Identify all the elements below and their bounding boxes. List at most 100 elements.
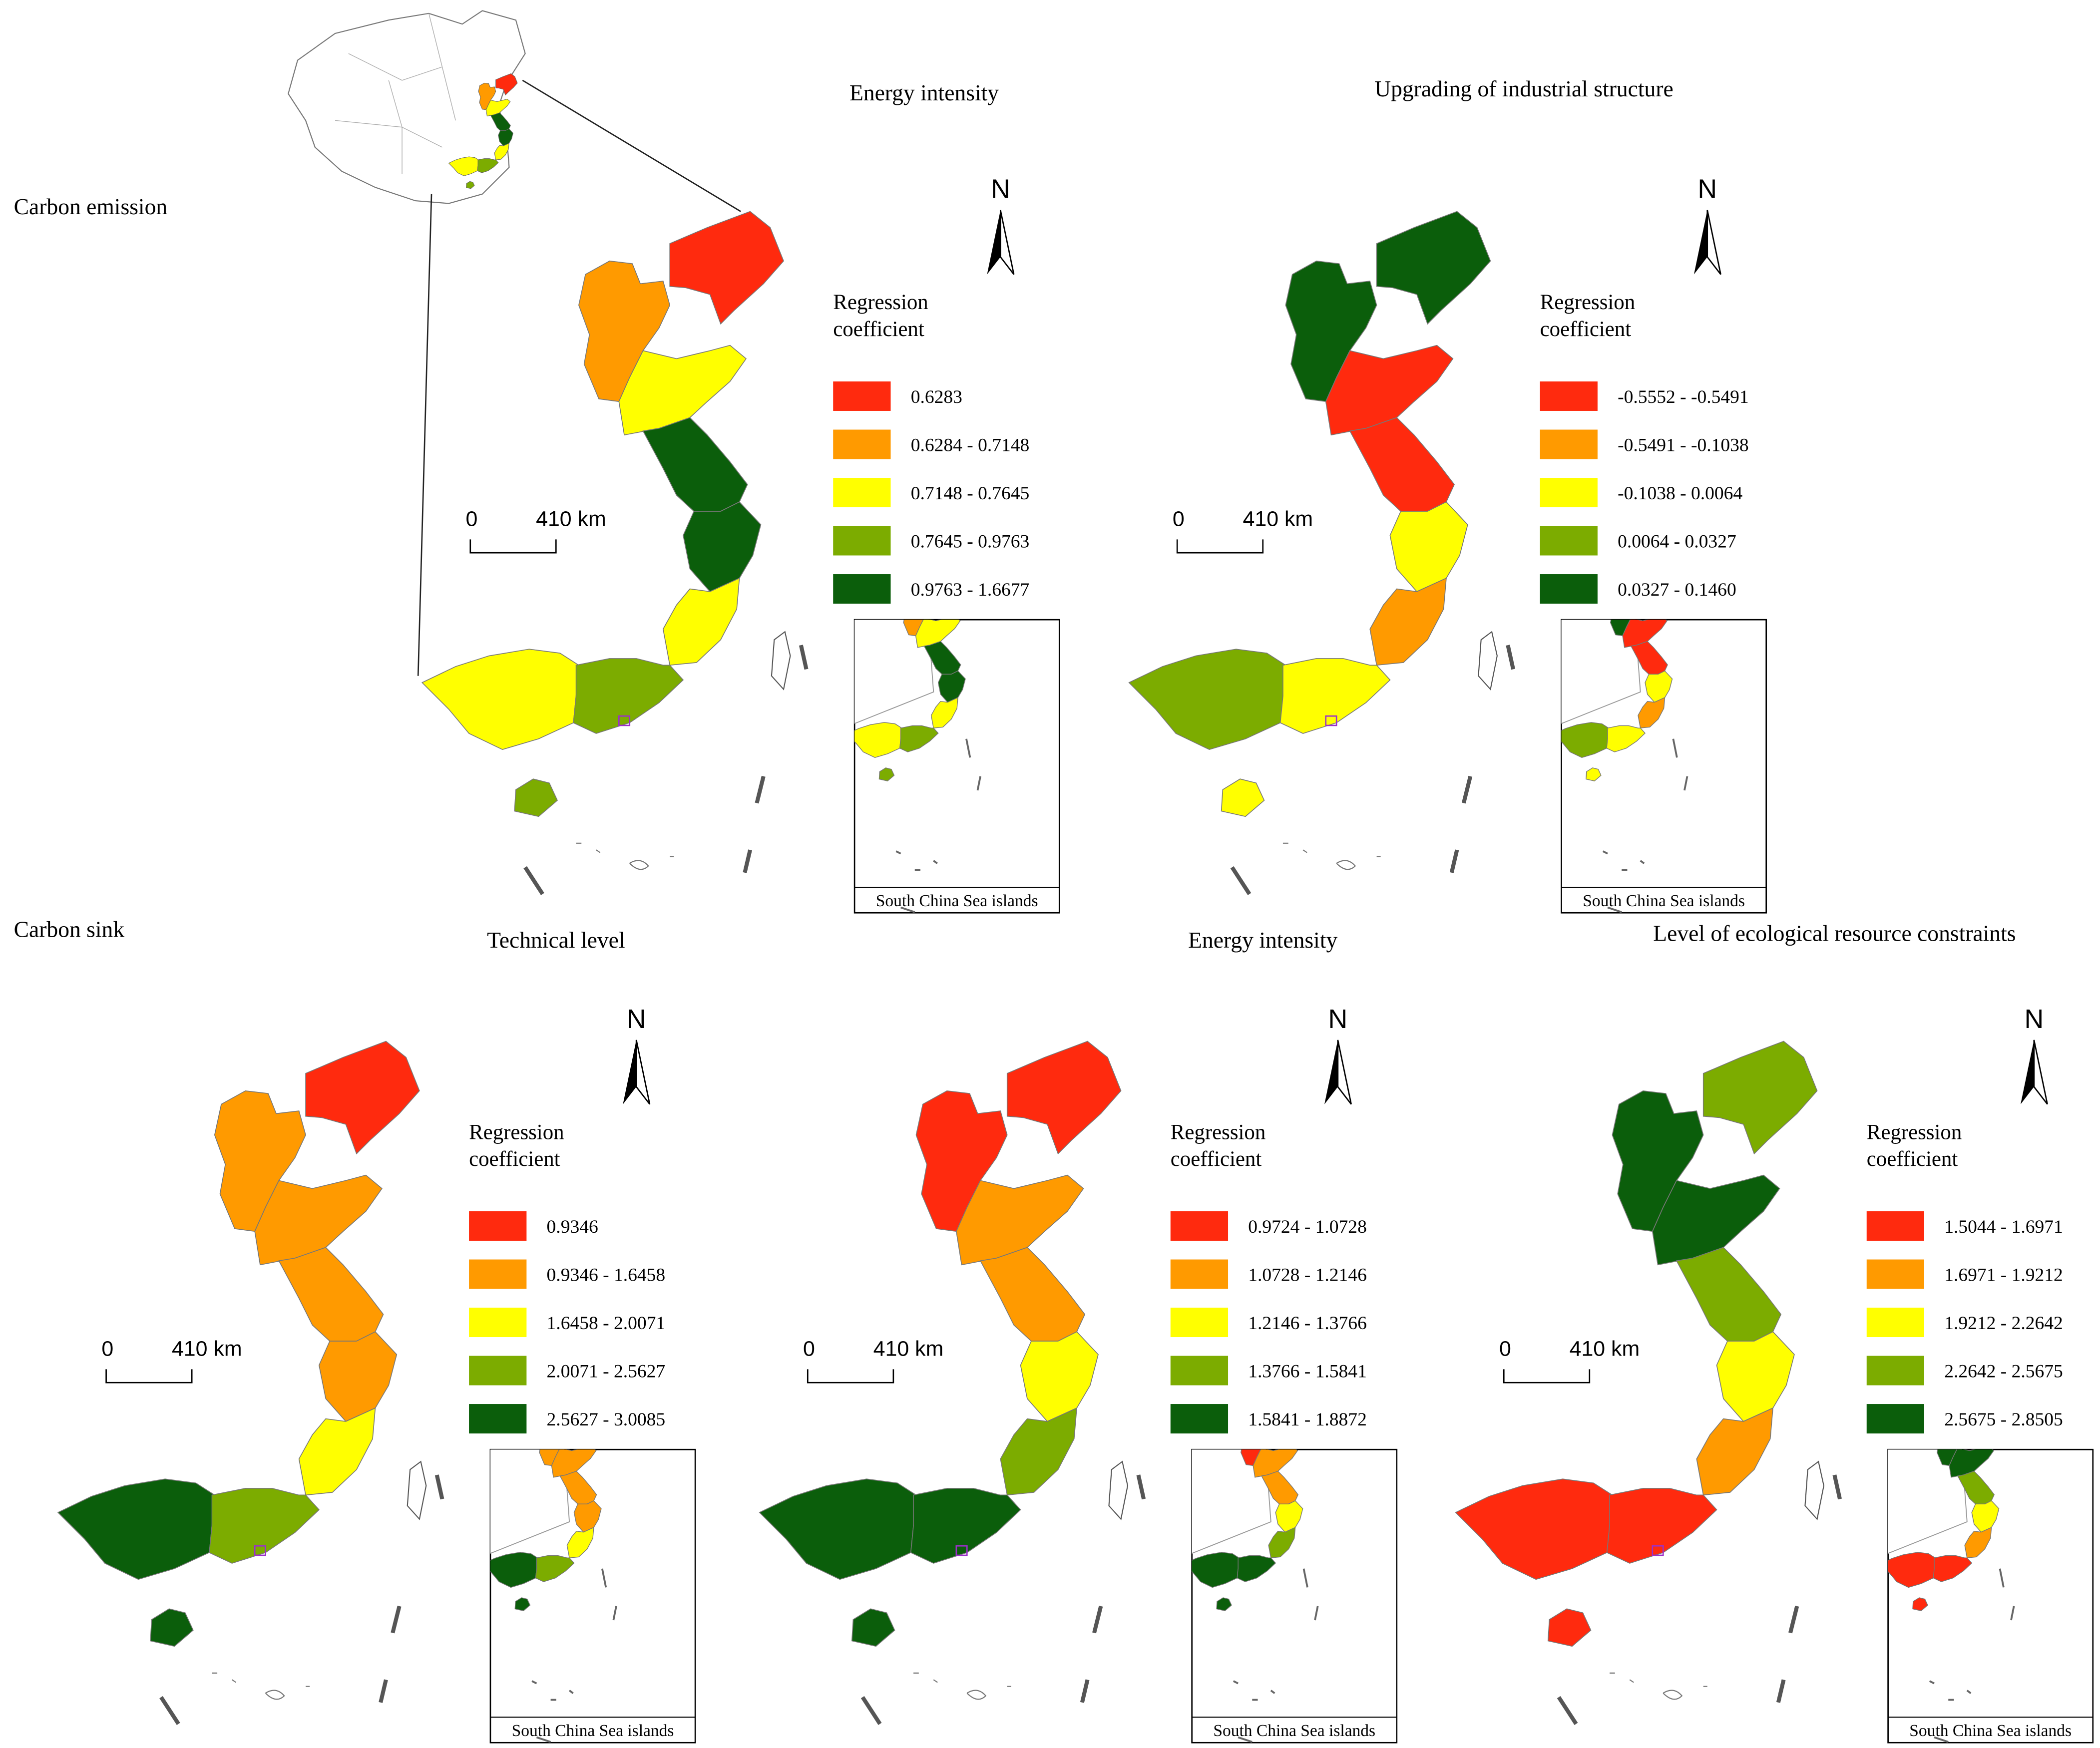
panel: N 0 410 km Regression coefficient 1.5044 - 1.… — [1455, 1004, 2094, 1744]
section-label: Carbon emission — [14, 194, 168, 219]
legend-label: 2.2642 - 2.5675 — [1944, 1361, 2063, 1382]
legend-label: -0.5491 - -0.1038 — [1618, 435, 1749, 455]
inset-province — [1971, 1500, 2000, 1533]
taiwan — [407, 1460, 427, 1520]
overview-province — [494, 143, 509, 160]
hong-kong-marker — [955, 1545, 968, 1556]
legend-label: 1.6971 - 1.9212 — [1944, 1265, 2063, 1285]
province-map — [759, 1041, 1122, 1647]
inset-province — [878, 767, 895, 781]
province — [1020, 1331, 1099, 1422]
north-arrow — [1706, 210, 1721, 275]
legend-swatch — [469, 1259, 527, 1289]
legend-swatch — [833, 429, 891, 459]
north-label: N — [991, 174, 1010, 204]
province — [1376, 211, 1491, 325]
province — [305, 1041, 420, 1155]
boundary-dash — [860, 1474, 1146, 1725]
inset-province — [930, 697, 958, 728]
legend-swatch — [1170, 1259, 1229, 1289]
province-map — [1455, 1041, 1818, 1647]
inset-province — [1937, 1449, 1958, 1466]
boundary-dash — [523, 645, 809, 895]
legend-title: coefficient — [833, 318, 924, 341]
legend-swatch — [1540, 478, 1598, 507]
legend-label: -0.5552 - -0.5491 — [1618, 387, 1749, 407]
legend-title: Regression — [469, 1120, 564, 1144]
province — [1006, 1041, 1122, 1155]
legend-label: 1.3766 - 1.5841 — [1248, 1361, 1367, 1382]
north-arrow — [2033, 1040, 2048, 1105]
panel: N 0 410 km Regression coefficient 0.6283 0.628… — [421, 174, 1060, 914]
legend-title: coefficient — [1171, 1147, 1262, 1171]
legend-label: 0.9724 - 1.0728 — [1248, 1217, 1367, 1237]
province — [662, 577, 740, 666]
province — [851, 1608, 895, 1647]
legend-swatch — [1540, 526, 1598, 556]
inset-land — [1561, 620, 1641, 724]
scale-label: 0 — [101, 1337, 113, 1361]
legend-label: 0.7645 - 0.9763 — [911, 531, 1030, 552]
province — [514, 778, 558, 817]
legend-label: 0.9763 - 1.6677 — [911, 580, 1030, 600]
legend-swatch — [1866, 1211, 1924, 1241]
inset-province — [923, 641, 961, 675]
province — [642, 417, 748, 512]
province — [1606, 1488, 1717, 1564]
inset-province — [573, 1500, 602, 1533]
legend-label: 0.9346 — [547, 1217, 598, 1237]
islands — [1610, 1672, 1707, 1700]
hong-kong-marker — [618, 715, 631, 726]
zoom-line — [417, 194, 432, 676]
north-arrow — [1337, 1040, 1352, 1105]
taiwan — [771, 631, 791, 691]
inset-content — [854, 620, 981, 913]
province — [1369, 577, 1447, 666]
province — [1000, 1407, 1078, 1496]
inset-islands — [531, 1568, 617, 1743]
inset-islands — [895, 738, 981, 913]
inset-content — [1561, 620, 1688, 913]
scale-label: 0 — [803, 1337, 815, 1361]
inset-map — [490, 1449, 617, 1743]
inset-content — [490, 1449, 617, 1743]
inset-province — [535, 1555, 575, 1582]
inset-province — [1216, 1597, 1232, 1611]
province — [669, 211, 784, 325]
inset-islands — [1233, 1568, 1319, 1743]
inset-province — [937, 670, 966, 703]
legend-swatch — [833, 381, 891, 411]
province — [209, 1488, 320, 1564]
scale-bar — [105, 1369, 193, 1384]
boundary-dash — [1230, 645, 1515, 895]
inset-province — [1610, 620, 1631, 637]
province — [150, 1608, 194, 1647]
panel: N 0 410 km Regression coefficient 0.9346 0.934… — [57, 1004, 696, 1744]
legend-label: 2.5627 - 3.0085 — [547, 1409, 666, 1430]
inset-province — [1237, 1555, 1276, 1582]
overview-map — [288, 10, 741, 676]
hong-kong-marker — [1325, 715, 1337, 726]
legend-swatch — [1170, 1404, 1229, 1434]
scale-bar — [1503, 1369, 1591, 1384]
overview-province — [477, 158, 499, 173]
inset-province — [1268, 1527, 1296, 1558]
islands — [212, 1672, 310, 1700]
boundary-dash — [159, 1474, 444, 1725]
north-label: N — [1697, 174, 1717, 204]
scale-label: 0 — [1173, 507, 1185, 531]
legend-swatch — [833, 526, 891, 556]
inset-province — [1630, 641, 1668, 675]
inset-province — [899, 725, 939, 752]
inset-province — [903, 620, 924, 637]
legend-title: coefficient — [1867, 1147, 1958, 1171]
hong-kong-marker — [254, 1545, 266, 1556]
province — [318, 1331, 398, 1422]
province — [298, 1407, 376, 1496]
zoom-line — [522, 79, 741, 212]
inset-province — [1912, 1597, 1928, 1611]
province — [1547, 1608, 1592, 1647]
legend-swatch — [1540, 381, 1598, 411]
north-arrow — [635, 1040, 651, 1105]
scale-label: 410 km — [536, 507, 606, 531]
